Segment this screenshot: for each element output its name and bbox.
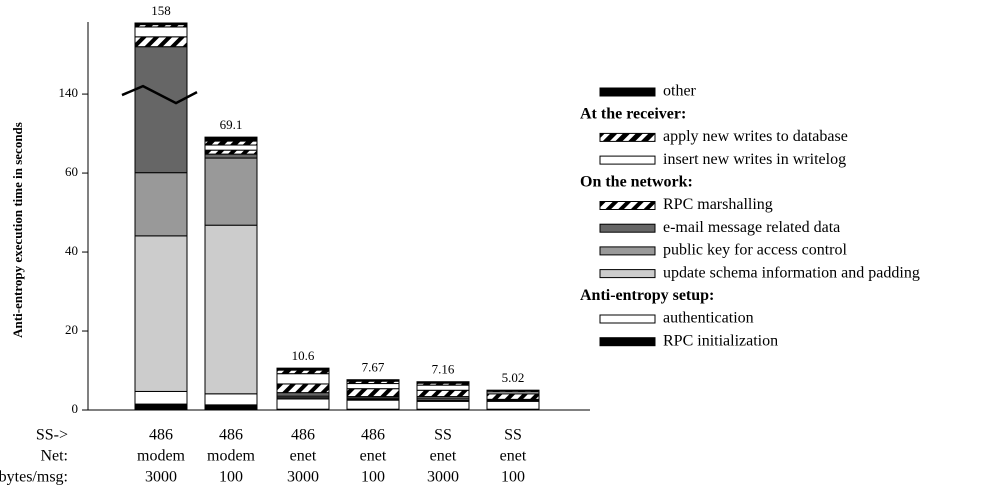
bar-segment [276,392,330,397]
axis-break [121,84,198,105]
x-tick-label: enet [500,448,527,465]
bar-segment [416,381,470,384]
bar-segment [134,235,188,392]
bar-segment [486,393,540,400]
total-label: 69.1 [220,117,243,132]
bar-segment [134,46,188,174]
bar-segment [204,136,258,142]
bar-segment [134,36,188,48]
legend-label: RPC marshalling [663,196,773,213]
total-label: 5.02 [502,370,525,385]
x-tick-label: enet [290,448,317,465]
legend-label: insert new writes in writelog [663,151,846,168]
bar-segment [204,224,258,395]
legend-label: public key for access control [663,242,847,259]
x-tick-label: enet [430,448,457,465]
legend-label: RPC initialization [663,332,778,349]
x-tick-label: 486 [291,427,315,444]
x-row-name: bytes/msg: [0,469,68,486]
x-tick-label: 100 [219,469,243,486]
legend-swatch [599,155,656,165]
bar-segment [276,373,330,385]
bar-segment [134,390,188,405]
bar-segment [204,153,258,159]
bar-segment [346,399,400,410]
legend-group-title: On the network: [580,173,693,190]
bar-segment [416,400,470,410]
legend-swatch [599,246,656,256]
legend-swatch [599,223,656,233]
bar-segment [276,383,330,394]
x-tick-label: modem [137,448,186,465]
bar-segment [346,383,400,390]
x-tick-label: 486 [361,427,385,444]
legend-label: apply new writes to database [663,128,848,145]
x-tick-label: SS [504,427,522,444]
bar-segment [416,389,470,398]
legend-label: other [663,83,697,100]
total-label: 10.6 [292,348,315,363]
legend-swatch [599,87,656,97]
x-tick-label: 100 [361,469,385,486]
total-label: 158 [151,3,171,18]
bar-segment [134,172,188,237]
x-tick-label: modem [207,448,256,465]
y-axis-label: Anti-entropy execution time in seconds [10,122,25,338]
legend-swatch [599,201,656,210]
y-tick-label: 40 [65,243,78,258]
x-tick-label: SS [434,427,452,444]
y-tick-label: 20 [65,322,78,337]
y-tick-label: 60 [65,164,78,179]
y-tick-label: 0 [72,401,79,416]
x-tick-label: 3000 [145,469,177,486]
x-row-name: SS-> [36,427,68,444]
bar-segment [134,26,188,38]
bar-segment [204,157,258,226]
bar-segment [276,367,330,371]
bar-segment [276,398,330,410]
total-label: 7.16 [432,362,455,377]
x-tick-label: 486 [219,427,243,444]
legend-group-title: Anti-entropy setup: [580,287,714,304]
legend-swatch [599,269,656,279]
bar-segment [134,403,188,411]
bar-segment [416,384,470,391]
legend-group-title: At the receiver: [580,105,686,122]
x-tick-label: 3000 [427,469,459,486]
bar-segment [204,393,258,406]
legend-label: update schema information and padding [663,264,920,281]
bar-segment [204,404,258,411]
bar-segment [204,149,258,155]
x-row-name: Net: [40,448,68,465]
total-label: 7.67 [362,360,385,375]
bar-segment [276,369,330,375]
legend-swatch [599,132,656,142]
bar-segment [346,379,400,382]
y-tick-label: 140 [59,85,79,100]
x-tick-label: 3000 [287,469,319,486]
bar-segment [204,140,258,146]
legend-label: authentication [663,310,754,327]
legend-label: e-mail message related data [663,219,840,236]
x-tick-label: 486 [149,427,173,444]
x-tick-label: enet [360,448,387,465]
legend-swatch [599,314,656,324]
bar-segment [486,400,540,410]
bar-segment [204,144,258,151]
x-tick-label: 100 [501,469,525,486]
bar-segment [134,22,188,26]
bar-segment [346,388,400,398]
legend-swatch [599,337,656,347]
